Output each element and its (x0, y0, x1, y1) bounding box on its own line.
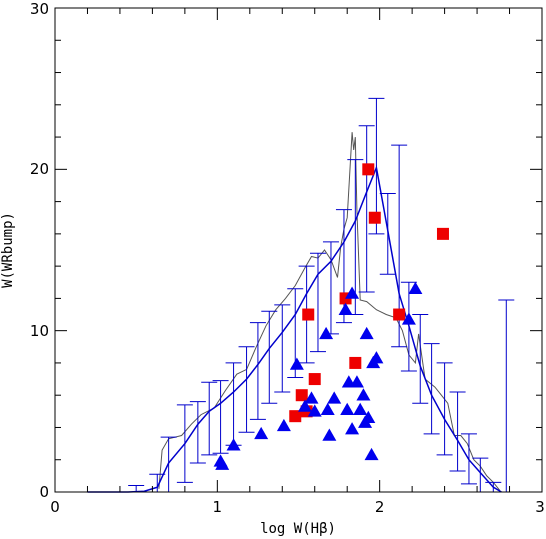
y-tick-label: 20 (30, 160, 49, 178)
square-marker (289, 410, 302, 423)
y-tick-label: 10 (30, 322, 49, 340)
square-marker (436, 227, 449, 240)
plot-frame (54, 7, 543, 493)
y-tick-label: 0 (39, 483, 49, 501)
triangle-marker (401, 312, 416, 325)
square-marker (393, 308, 406, 321)
error-bar (274, 304, 291, 393)
triangle-marker (215, 457, 230, 470)
triangle-marker (307, 404, 322, 417)
error-bar (436, 362, 453, 456)
square-marker (362, 163, 375, 176)
x-tick-label: 3 (535, 498, 545, 516)
triangle-marker (369, 351, 384, 364)
error-bar (261, 310, 278, 404)
triangle-marker (345, 286, 360, 299)
triangle-marker (359, 326, 374, 340)
triangle-marker (345, 422, 360, 435)
triangle-marker (356, 388, 371, 401)
triangle-marker (353, 402, 368, 415)
error-bar (249, 322, 266, 420)
error-bar (412, 314, 429, 404)
x-axis-title: log W(Hβ) (260, 521, 336, 537)
x-tick-label: 2 (375, 498, 385, 516)
square-marker (302, 308, 315, 321)
error-bar (423, 343, 440, 435)
error-bar-layer (128, 97, 515, 493)
triangle-marker (349, 375, 364, 388)
square-marker (349, 356, 362, 369)
triangle-marker (319, 326, 334, 340)
y-tick-label: 30 (30, 0, 49, 18)
y-axis-title: W(WRbump) (0, 212, 16, 288)
triangle-marker (226, 438, 241, 451)
marker-layer (213, 163, 449, 470)
error-bar (358, 125, 375, 293)
error-bar (201, 381, 218, 456)
error-bar (498, 299, 515, 493)
triangle-marker (289, 357, 304, 370)
error-bar (238, 346, 255, 433)
triangle-marker (327, 391, 342, 404)
triangle-marker (320, 402, 335, 415)
gray-line (158, 132, 501, 491)
triangle-marker (322, 428, 337, 441)
error-bar (449, 391, 466, 472)
gray-line-layer (158, 132, 501, 491)
error-bar (212, 380, 229, 454)
x-tick-label: 1 (213, 498, 223, 516)
triangle-marker (364, 447, 379, 461)
error-bar (309, 252, 326, 353)
error-bar (322, 241, 339, 335)
square-marker (368, 211, 381, 224)
triangle-marker (297, 399, 312, 412)
model-line (87, 165, 502, 493)
triangle-marker (254, 426, 269, 440)
triangle-marker (304, 391, 319, 404)
model-line-layer (87, 165, 502, 493)
triangle-marker (338, 302, 353, 315)
triangle-marker (361, 410, 376, 424)
triangle-marker (340, 402, 355, 415)
x-tick-label: 0 (50, 498, 60, 516)
tick-layer (54, 7, 543, 493)
square-marker (308, 373, 321, 386)
square-marker (295, 389, 308, 402)
error-bar (189, 401, 206, 464)
tick-label-layer: 0 1 2 3 0 10 20 30 (30, 0, 545, 516)
triangle-marker (276, 418, 291, 432)
triangle-marker (408, 281, 423, 294)
error-bar (225, 362, 242, 446)
